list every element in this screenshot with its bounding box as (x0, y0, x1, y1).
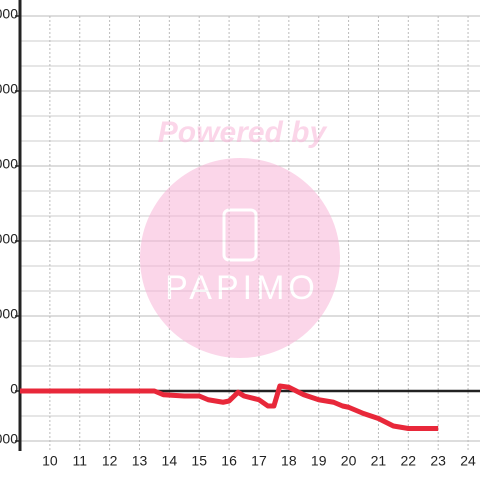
x-tick-label: 11 (72, 453, 87, 469)
watermark-text: Powered by (158, 116, 328, 149)
x-tick-label: 20 (341, 453, 357, 469)
x-tick-label: 12 (102, 453, 118, 469)
watermark-circle (140, 158, 340, 358)
watermark-logo: PAPIMO (165, 269, 319, 307)
y-tick-label: 60,000 (0, 231, 18, 247)
x-tick-label: 14 (162, 453, 178, 469)
x-tick-label: 19 (311, 453, 327, 469)
watermark-icon (222, 208, 258, 262)
x-tick-label: 23 (430, 453, 446, 469)
x-tick-label: 16 (221, 453, 237, 469)
x-tick-label: 10 (42, 453, 58, 469)
x-tick-label: 22 (401, 453, 417, 469)
x-tick-label: 24 (460, 453, 476, 469)
x-tick-label: 13 (132, 453, 148, 469)
x-tick-label: 17 (251, 453, 267, 469)
y-tick-label: -20,000 (0, 431, 18, 447)
watermark: Powered by PAPIMO (140, 116, 340, 358)
x-tick-label: 18 (281, 453, 297, 469)
y-tick-label: 90,000 (0, 156, 18, 172)
y-tick-label: 30,000 (0, 306, 18, 322)
line-series (20, 383, 439, 431)
y-tick-label: 0 (10, 381, 18, 397)
x-tick-label: 21 (371, 453, 387, 469)
y-tick-label: 120,000 (0, 81, 18, 97)
x-tick-label: 15 (191, 453, 207, 469)
y-tick-label: 150,000 (0, 6, 18, 22)
